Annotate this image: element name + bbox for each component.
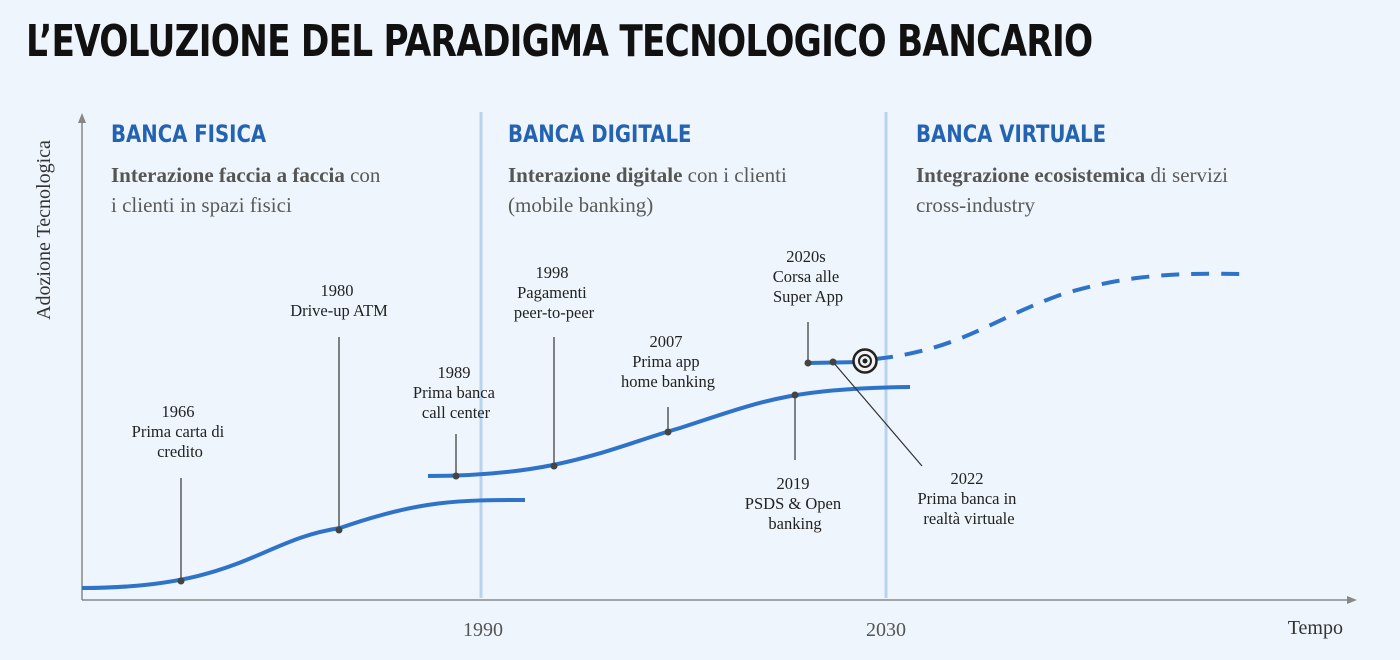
milestone-dot-1989 (452, 472, 460, 480)
milestone-1998-label: 1998 Pagamenti peer-to-peer (514, 263, 595, 322)
section-heading-banca-digitale: BANCA DIGITALE (508, 120, 692, 148)
milestone-dot-2019 (791, 391, 799, 399)
x-tick-2030: 2030 (866, 619, 906, 641)
milestone-dot-2020s (804, 359, 812, 367)
curve-banca-virtuale-projection (874, 271, 1251, 361)
section-description-banca-digitale: Interazione digitale con i clienti (mobil… (508, 160, 838, 220)
section-description-banca-fisica: Interazione faccia a faccia con i clienti… (111, 160, 441, 220)
milestone-dot-1998 (550, 462, 558, 470)
milestone-1989-label: 1989 Prima banca call center (413, 363, 499, 422)
curve-banca-fisica (81, 498, 526, 590)
section-description-line2: cross-industry (916, 193, 1035, 217)
x-axis-arrow (1347, 596, 1357, 604)
section-heading-banca-fisica: BANCA FISICA (111, 120, 267, 148)
page-title: L’EVOLUZIONE DEL PARADIGMA TECNOLOGICO B… (26, 16, 1093, 67)
section-description-bold: Interazione faccia a faccia (111, 163, 345, 187)
milestone-1966-label: 1966 Prima carta di credito (132, 402, 229, 461)
section-description-bold: Interazione digitale (508, 163, 683, 187)
milestone-1980-label: 1980 Drive-up ATM (290, 281, 388, 320)
x-tick-1990: 1990 (463, 619, 503, 641)
milestone-2020s-label: 2020s Corsa alle Super App (773, 247, 844, 306)
x-axis-label: Tempo (1288, 617, 1343, 639)
y-axis-label: Adozione Tecnologica (33, 140, 55, 320)
milestone-dot-1966 (177, 577, 185, 585)
y-axis-arrow (78, 113, 86, 123)
leader-2022 (832, 361, 923, 467)
section-heading-banca-virtuale: BANCA VIRTUALE (916, 120, 1107, 148)
section-description-bold: Integrazione ecosistemica (916, 163, 1146, 187)
target-icon (852, 348, 878, 374)
milestone-2007-label: 2007 Prima app home banking (621, 332, 715, 391)
milestone-dot-2022 (829, 358, 837, 366)
section-description-rest: con (344, 163, 381, 187)
section-description-rest: di servizi (1145, 163, 1228, 187)
milestone-dot-2007 (664, 428, 672, 436)
section-description-line2: (mobile banking) (508, 193, 654, 217)
milestone-2022-label: 2022 Prima banca in realtà virtuale (917, 469, 1020, 528)
milestone-2019-label: 2019 PSDS & Open banking (745, 474, 845, 533)
section-description-rest: con i clienti (682, 163, 787, 187)
curve-banca-digitale (427, 385, 911, 478)
milestone-dot-1980 (335, 526, 343, 534)
section-description-line2: i clienti in spazi fisici (111, 193, 292, 217)
section-description-banca-virtuale: Integrazione ecosistemica di servizi cros… (916, 160, 1246, 220)
